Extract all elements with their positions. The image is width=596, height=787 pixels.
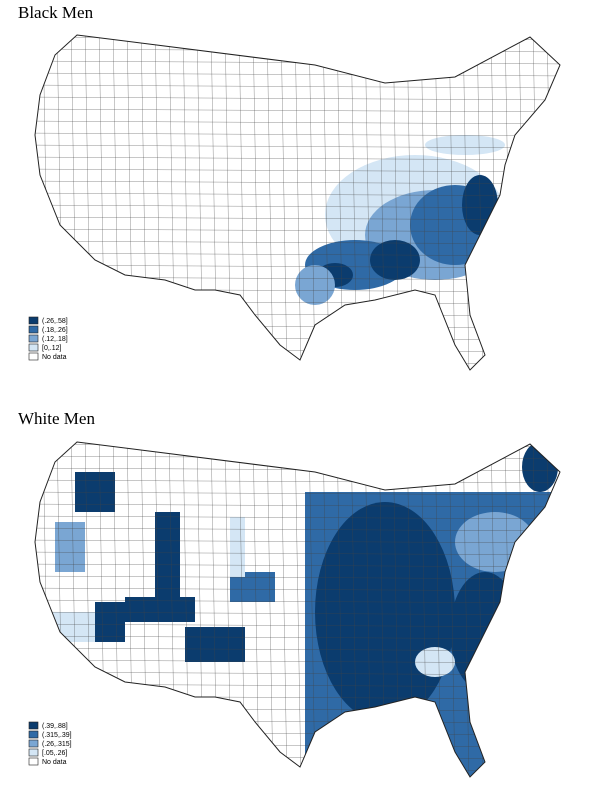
- legend-label: (.12,.18]: [42, 336, 68, 343]
- county-border: [15, 373, 575, 376]
- map-panel: White Men (.39,.8: [15, 409, 581, 783]
- region: [95, 602, 125, 642]
- legend-swatch: [28, 721, 39, 730]
- county-border: [35, 192, 560, 197]
- legend-label: [0,.12]: [42, 345, 62, 352]
- county-border: [15, 780, 575, 783]
- county-border: [35, 156, 560, 161]
- legend-label: No data: [42, 759, 67, 766]
- county-border: [294, 35, 302, 370]
- county-border: [35, 527, 560, 532]
- county-border: [561, 432, 567, 782]
- legend-swatch: [28, 757, 39, 766]
- legend-swatch: [28, 748, 39, 757]
- county-border: [35, 132, 560, 137]
- county-border: [15, 432, 21, 782]
- region: [415, 647, 455, 677]
- county-border: [35, 96, 560, 101]
- county-border: [35, 623, 560, 628]
- county-border: [35, 144, 560, 149]
- legend-swatch: [28, 334, 39, 343]
- county-border: [35, 515, 560, 520]
- county-border: [35, 551, 560, 556]
- county-border: [35, 599, 560, 604]
- region: [230, 517, 245, 577]
- county-border: [308, 35, 316, 370]
- county-border: [35, 216, 560, 221]
- legend-label: (.315,.39]: [42, 732, 72, 739]
- county-border: [35, 442, 36, 777]
- county-border: [35, 611, 560, 616]
- county-border: [35, 587, 560, 592]
- legend-swatch: [28, 739, 39, 748]
- county-border: [15, 25, 575, 28]
- region: [315, 502, 455, 722]
- region: [455, 512, 535, 572]
- county-border: [35, 108, 560, 113]
- county-border: [280, 442, 288, 777]
- county-border: [35, 767, 560, 772]
- map-title: Black Men: [18, 3, 94, 22]
- region: [370, 240, 420, 280]
- legend-swatch: [28, 316, 39, 325]
- county-border: [15, 25, 21, 375]
- county-border: [448, 35, 456, 370]
- region: [155, 512, 180, 602]
- county-border: [35, 575, 560, 580]
- county-border: [266, 442, 274, 777]
- county-border: [15, 432, 575, 435]
- map-regions: [35, 35, 560, 370]
- region: [55, 522, 85, 572]
- legend: (.26,.58] (.18,.26] (.12,.18] [0,.12] No dat…: [28, 316, 68, 361]
- county-border: [35, 563, 560, 568]
- county-border: [35, 180, 560, 185]
- region: [75, 472, 115, 512]
- county-border: [252, 35, 260, 370]
- legend-swatch: [28, 325, 39, 334]
- region: [522, 442, 558, 492]
- county-border: [35, 72, 560, 77]
- legend-label: (.18,.26]: [42, 327, 68, 334]
- county-border: [462, 442, 470, 777]
- legend-label: (.26,.58]: [42, 318, 68, 325]
- region: [125, 597, 195, 622]
- legend-label: [.05,.26]: [42, 750, 67, 757]
- map-title: White Men: [18, 409, 95, 428]
- region: [295, 265, 335, 305]
- map-regions: [35, 442, 560, 777]
- region: [45, 612, 95, 642]
- county-border: [35, 120, 560, 125]
- legend-label: (.39,.88]: [42, 723, 68, 730]
- legend-label: No data: [42, 354, 67, 361]
- county-border: [575, 432, 581, 782]
- county-border: [462, 35, 470, 370]
- legend-swatch: [28, 730, 39, 739]
- county-border: [35, 360, 560, 365]
- county-border: [35, 491, 560, 496]
- county-border: [35, 84, 560, 89]
- legend: (.39,.88] (.315,.39] (.26,.315] [.05,.26] No…: [28, 721, 72, 766]
- county-border: [294, 442, 302, 777]
- county-border: [35, 503, 560, 508]
- county-border: [35, 168, 560, 173]
- county-border: [35, 204, 560, 209]
- legend-label: (.26,.315]: [42, 741, 72, 748]
- county-border: [561, 25, 567, 375]
- county-border: [35, 539, 560, 544]
- legend-swatch: [28, 352, 39, 361]
- county-border: [280, 35, 288, 370]
- county-border: [575, 25, 581, 375]
- county-border: [252, 442, 260, 777]
- region: [185, 627, 245, 662]
- county-border: [448, 442, 456, 777]
- county-border: [266, 35, 274, 370]
- county-border: [35, 479, 560, 484]
- map-panel: Black Men (.26,.58] (.18,.26] (.12,.18] [0,…: [15, 3, 581, 376]
- county-border: [308, 442, 316, 777]
- legend-swatch: [28, 343, 39, 352]
